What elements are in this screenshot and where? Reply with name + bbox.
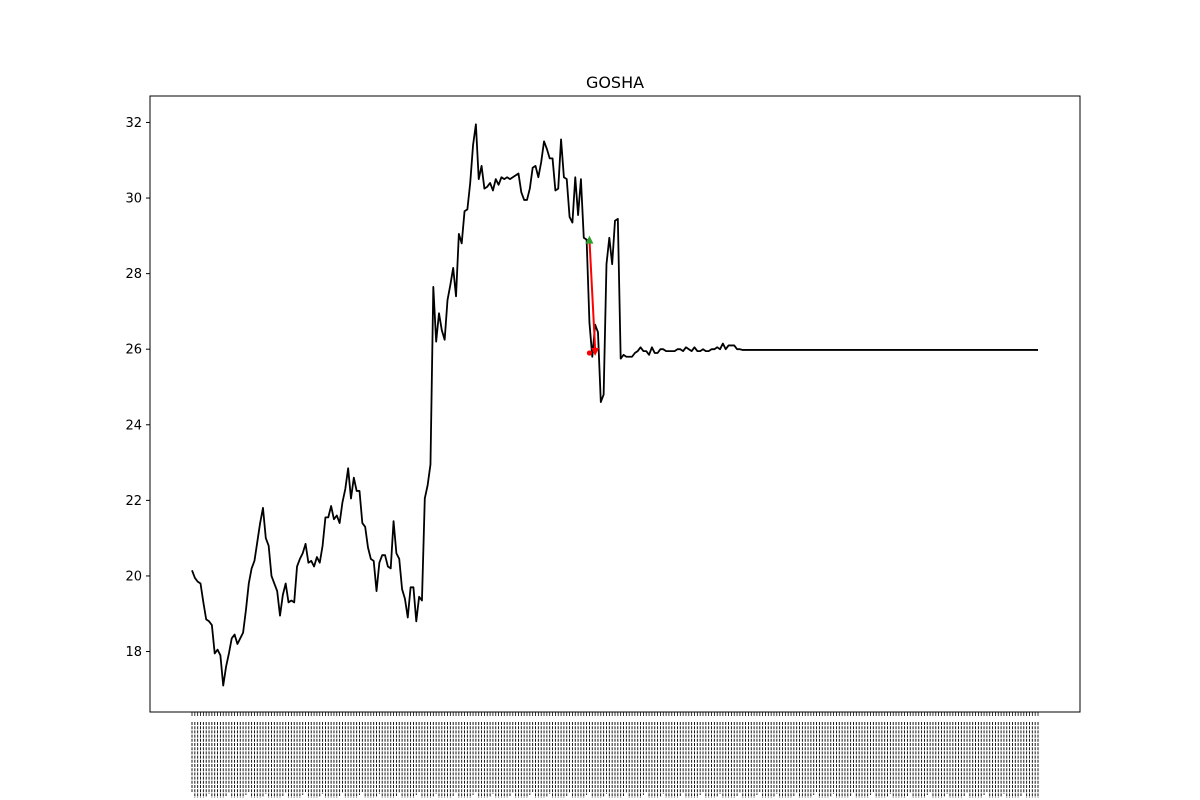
y-tick-label-24: 24 <box>125 418 142 433</box>
y-tick-label-30: 30 <box>125 192 142 207</box>
sell-arrow-head <box>591 347 600 356</box>
y-axis: 18 20 22 24 26 28 30 32 <box>125 116 150 660</box>
y-tick-label-20: 20 <box>125 569 142 584</box>
y-tick-label-22: 22 <box>125 494 142 509</box>
buy-marker <box>585 235 594 244</box>
y-tick-label-28: 28 <box>125 267 142 282</box>
y-tick-label-32: 32 <box>125 116 142 131</box>
y-tick-label-18: 18 <box>125 645 142 660</box>
sell-arrow-shaft <box>588 239 597 349</box>
annotation-group <box>585 235 600 356</box>
series-line <box>191 123 1038 687</box>
x-tick-label-strip <box>191 722 1039 798</box>
sell-marker <box>586 350 593 356</box>
y-tick-label-26: 26 <box>125 343 142 358</box>
chart-title: GOSHA <box>586 73 644 92</box>
x-axis <box>191 712 1039 798</box>
series-group <box>191 123 1038 687</box>
